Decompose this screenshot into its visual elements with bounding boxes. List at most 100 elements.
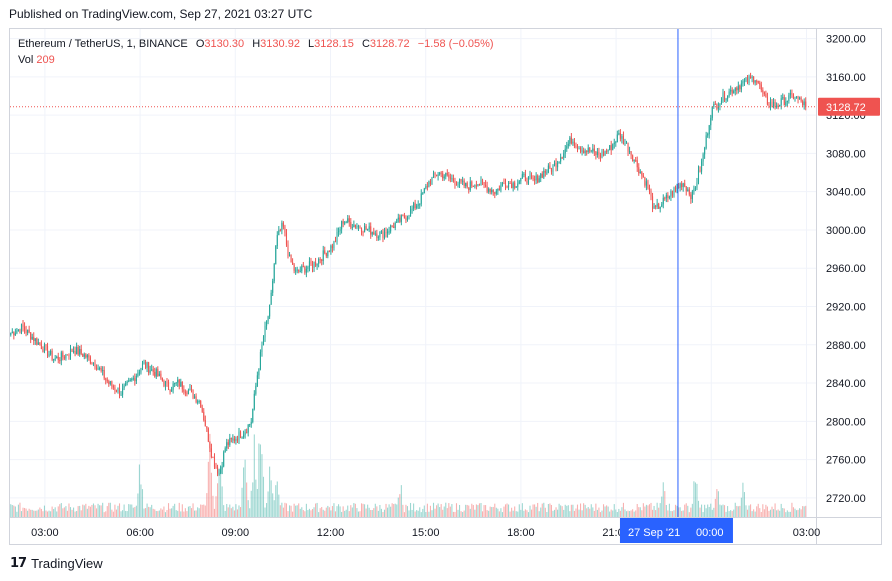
crosshair-date-label: 27 Sep '21	[628, 527, 680, 539]
volume-bar	[359, 511, 361, 517]
candle-body	[54, 358, 56, 360]
candle-body	[266, 321, 268, 327]
volume-bar	[492, 506, 494, 517]
candle-body	[151, 369, 153, 371]
volume-bar	[244, 459, 246, 517]
candle-body	[239, 431, 242, 439]
symbol-title[interactable]: Ethereum / TetherUS, 1, BINANCE	[18, 38, 188, 50]
volume-bar	[690, 507, 692, 517]
volume-bar	[797, 509, 799, 517]
volume-bar	[368, 507, 370, 517]
candle-body	[419, 203, 421, 205]
candle-body	[599, 155, 602, 158]
volume-bar	[295, 505, 297, 517]
volume-bar	[645, 504, 647, 517]
candle-body	[215, 466, 217, 468]
candle-body	[667, 195, 669, 198]
volume-bars	[10, 433, 807, 517]
candle-body	[45, 344, 47, 347]
candle-body	[773, 102, 775, 107]
candle-body	[795, 96, 798, 99]
candle-body	[765, 94, 767, 98]
volume-bar	[262, 476, 265, 517]
candle-body	[800, 97, 802, 102]
volume-bar	[24, 507, 26, 517]
candle-body	[103, 370, 105, 379]
candle-body	[506, 186, 508, 188]
volume-bar	[422, 508, 424, 517]
candle-body	[509, 182, 511, 184]
candle-body	[739, 85, 741, 90]
candle-body	[541, 173, 543, 178]
candle-body	[537, 175, 539, 183]
volume-bar	[483, 505, 485, 517]
candlestick-chart[interactable]: 3200.003160.003120.003080.003040.003000.…	[10, 29, 882, 545]
volume-bar	[175, 510, 177, 517]
volume-bar	[725, 511, 727, 517]
candle-body	[481, 179, 484, 183]
volume-bar	[241, 487, 243, 517]
candle-body	[76, 347, 78, 355]
volume-bar	[200, 504, 202, 517]
volume-bar	[48, 510, 50, 517]
candle-body	[10, 333, 12, 335]
volume-bar	[673, 510, 675, 517]
candle-body	[157, 369, 159, 376]
candle-body	[690, 194, 692, 200]
volume-bar	[416, 510, 418, 517]
candle-body	[621, 136, 623, 139]
volume-bar	[530, 509, 533, 517]
volume-bar	[140, 484, 142, 517]
volume-bar	[606, 505, 608, 517]
candle-body	[629, 151, 631, 153]
tradingview-brand[interactable]: 17 TradingView	[10, 556, 103, 571]
volume-bar	[174, 503, 176, 517]
candle-body	[318, 259, 320, 264]
volume-bar	[765, 504, 767, 517]
candle-body	[97, 368, 99, 370]
volume-bar	[434, 508, 436, 517]
volume-bar	[494, 503, 496, 517]
candle-body	[408, 216, 410, 218]
volume-bar	[250, 490, 252, 517]
candle-body	[238, 431, 240, 441]
candle-body	[364, 226, 366, 233]
volume-bar	[475, 504, 477, 517]
volume-bar	[498, 511, 500, 517]
candle-body	[241, 437, 243, 439]
low-label: L	[308, 38, 315, 50]
candle-body	[360, 228, 363, 232]
volume-bar	[630, 510, 632, 517]
volume-bar	[307, 510, 309, 517]
candle-body	[330, 245, 332, 252]
candle-body	[180, 381, 182, 387]
candle-body	[615, 142, 617, 144]
candle-body	[803, 101, 805, 106]
volume-bar	[215, 496, 217, 517]
volume-bar	[681, 510, 683, 517]
candle-body	[716, 104, 718, 109]
candle-body	[652, 196, 654, 209]
volume-bar	[115, 509, 117, 517]
volume-bar	[420, 512, 422, 517]
volume-bar	[694, 482, 696, 517]
candle-body	[624, 143, 626, 145]
volume-bar	[46, 511, 49, 517]
candle-body	[74, 351, 76, 355]
candle-body	[328, 251, 330, 253]
candle-body	[707, 134, 709, 136]
candle-body	[576, 146, 579, 149]
candle-body	[92, 362, 95, 364]
volume-bar	[221, 486, 223, 517]
volume-bar	[17, 504, 19, 517]
volume-bar	[474, 509, 476, 517]
volume-bar	[396, 504, 398, 517]
volume-bar	[635, 510, 637, 517]
candle-body	[616, 134, 618, 143]
candle-body	[681, 183, 683, 188]
volume-bar	[716, 489, 718, 517]
volume-bar	[750, 504, 752, 517]
volume-bar	[227, 507, 229, 517]
volume-bar	[431, 510, 433, 517]
volume-bar	[246, 482, 248, 517]
